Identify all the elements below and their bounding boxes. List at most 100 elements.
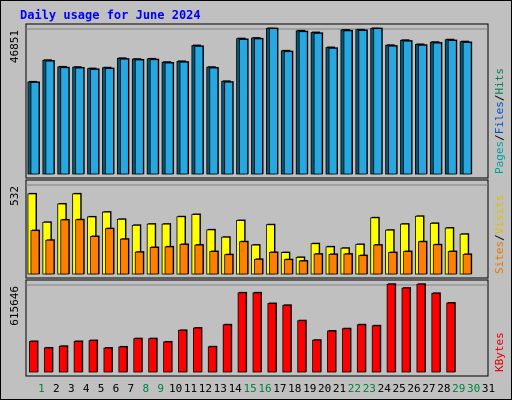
chart-panels: 46851 Pages/Files/Hits 532 Sites/Visits 6156…	[8, 23, 506, 377]
x-tick-label: 16	[258, 382, 271, 395]
bar-kbytes-kbytes	[43, 347, 53, 373]
bar-kbytes-kbytes	[178, 330, 187, 373]
bar-kbytes-kbytes	[267, 303, 277, 373]
legend-separator: /	[493, 234, 506, 241]
x-tick-label: 21	[333, 382, 346, 395]
bar-hits-files	[283, 51, 293, 175]
legend: Pages/Files/Hits	[493, 68, 506, 174]
axis-max-label: 532	[8, 186, 21, 206]
bar-kbytes-kbytes	[297, 320, 307, 373]
axis-max-label: 615646	[8, 286, 21, 326]
x-tick-label: 6	[113, 382, 120, 395]
bar-hits-files	[119, 58, 129, 175]
bar-kbytes-kbytes	[73, 341, 83, 373]
x-tick-label: 20	[318, 382, 331, 395]
bar-kbytes-kbytes	[103, 347, 113, 373]
bar-hits-files	[194, 46, 204, 175]
axis-max-label: 46851	[8, 30, 21, 63]
bar-hits-files	[30, 82, 40, 175]
x-tick-label: 13	[214, 382, 227, 395]
x-tick-label: 25	[393, 382, 406, 395]
x-tick-label: 5	[98, 382, 105, 395]
bar-visits-sites	[30, 230, 40, 275]
bar-kbytes-kbytes	[237, 292, 247, 373]
bar-visits-sites	[254, 258, 263, 275]
bar-hits-files	[298, 31, 308, 175]
bar-hits-files	[134, 59, 144, 175]
bar-visits-sites	[209, 251, 219, 275]
bar-kbytes-kbytes	[222, 324, 232, 373]
x-tick-label: 4	[83, 382, 90, 395]
bar-hits-files	[269, 28, 278, 175]
bar-hits-files	[343, 30, 353, 175]
bar-visits-sites	[194, 244, 204, 275]
bar-kbytes-kbytes	[327, 330, 336, 373]
legend-hits: Hits	[493, 68, 506, 95]
x-axis-labels: 1 2 3 4 5 6 7 8 9 10 11 12 13 14 15 16 17 18 19 20 21 22 23 24 2…	[38, 382, 495, 395]
bar-hits-files	[403, 40, 412, 175]
x-tick-label: 11	[184, 382, 197, 395]
x-tick-label: 17	[273, 382, 286, 395]
bar-visits-sites	[269, 252, 278, 275]
x-tick-label: 12	[199, 382, 212, 395]
bar-hits-files	[149, 59, 159, 175]
bar-visits-sites	[403, 251, 412, 275]
bar-visits-sites	[358, 255, 368, 275]
bar-visits-sites	[134, 251, 144, 275]
bar-kbytes-kbytes	[148, 338, 158, 373]
legend-visits: Visits	[493, 195, 506, 235]
bar-hits-files	[45, 60, 55, 175]
bar-visits-sites	[432, 244, 442, 275]
x-tick-label: 31	[482, 382, 495, 395]
bar-visits-sites	[90, 236, 99, 275]
bar-kbytes-kbytes	[446, 302, 456, 373]
bar-kbytes-kbytes	[386, 283, 396, 373]
bar-visits-sites	[164, 246, 174, 275]
bar-kbytes-kbytes	[163, 341, 172, 373]
x-tick-label: 26	[407, 382, 420, 395]
x-tick-label: 9	[157, 382, 164, 395]
x-tick-label: 18	[288, 382, 301, 395]
bar-hits-files	[358, 30, 368, 175]
bar-visits-sites	[179, 244, 189, 275]
bar-kbytes-kbytes	[431, 292, 441, 373]
bar-kbytes-kbytes	[401, 287, 411, 373]
x-tick-label: 2	[53, 382, 60, 395]
panel-hits: 46851 Pages/Files/Hits	[8, 23, 506, 179]
bar-kbytes-kbytes	[371, 325, 381, 373]
legend: Sites/Visits	[493, 195, 506, 275]
bar-hits-files	[328, 47, 338, 175]
x-tick-label: 29	[452, 382, 465, 395]
bar-hits-files	[254, 38, 263, 175]
panel-visits: 532 Sites/Visits	[8, 179, 506, 279]
x-tick-label: 24	[378, 382, 392, 395]
legend-pages: Pages	[493, 141, 506, 174]
bar-hits-files	[209, 67, 219, 175]
x-tick-label: 14	[229, 382, 243, 395]
bar-hits-files	[388, 45, 398, 175]
bar-hits-files	[105, 68, 114, 175]
bar-kbytes-kbytes	[312, 339, 322, 373]
x-tick-label: 22	[348, 382, 361, 395]
bar-visits-sites	[373, 244, 383, 275]
bar-visits-sites	[283, 259, 293, 275]
x-tick-label: 23	[363, 382, 376, 395]
x-tick-label: 27	[422, 382, 435, 395]
bar-kbytes-kbytes	[282, 304, 292, 373]
bar-hits-files	[447, 40, 457, 175]
bar-hits-files	[239, 39, 248, 175]
bar-visits-sites	[119, 238, 129, 275]
bar-visits-sites	[388, 252, 398, 275]
legend-sites: Sites	[493, 241, 506, 274]
bar-kbytes-kbytes	[133, 338, 143, 373]
bar-hits-files	[432, 42, 442, 175]
x-tick-label: 7	[128, 382, 135, 395]
bar-hits-files	[224, 81, 234, 175]
bar-visits-sites	[45, 239, 55, 275]
bar-visits-sites	[313, 253, 323, 275]
legend-kbytes: KBytes	[493, 332, 506, 372]
x-tick-label: 1	[38, 382, 45, 395]
bar-hits-files	[164, 62, 174, 175]
bar-kbytes-kbytes	[58, 345, 68, 373]
